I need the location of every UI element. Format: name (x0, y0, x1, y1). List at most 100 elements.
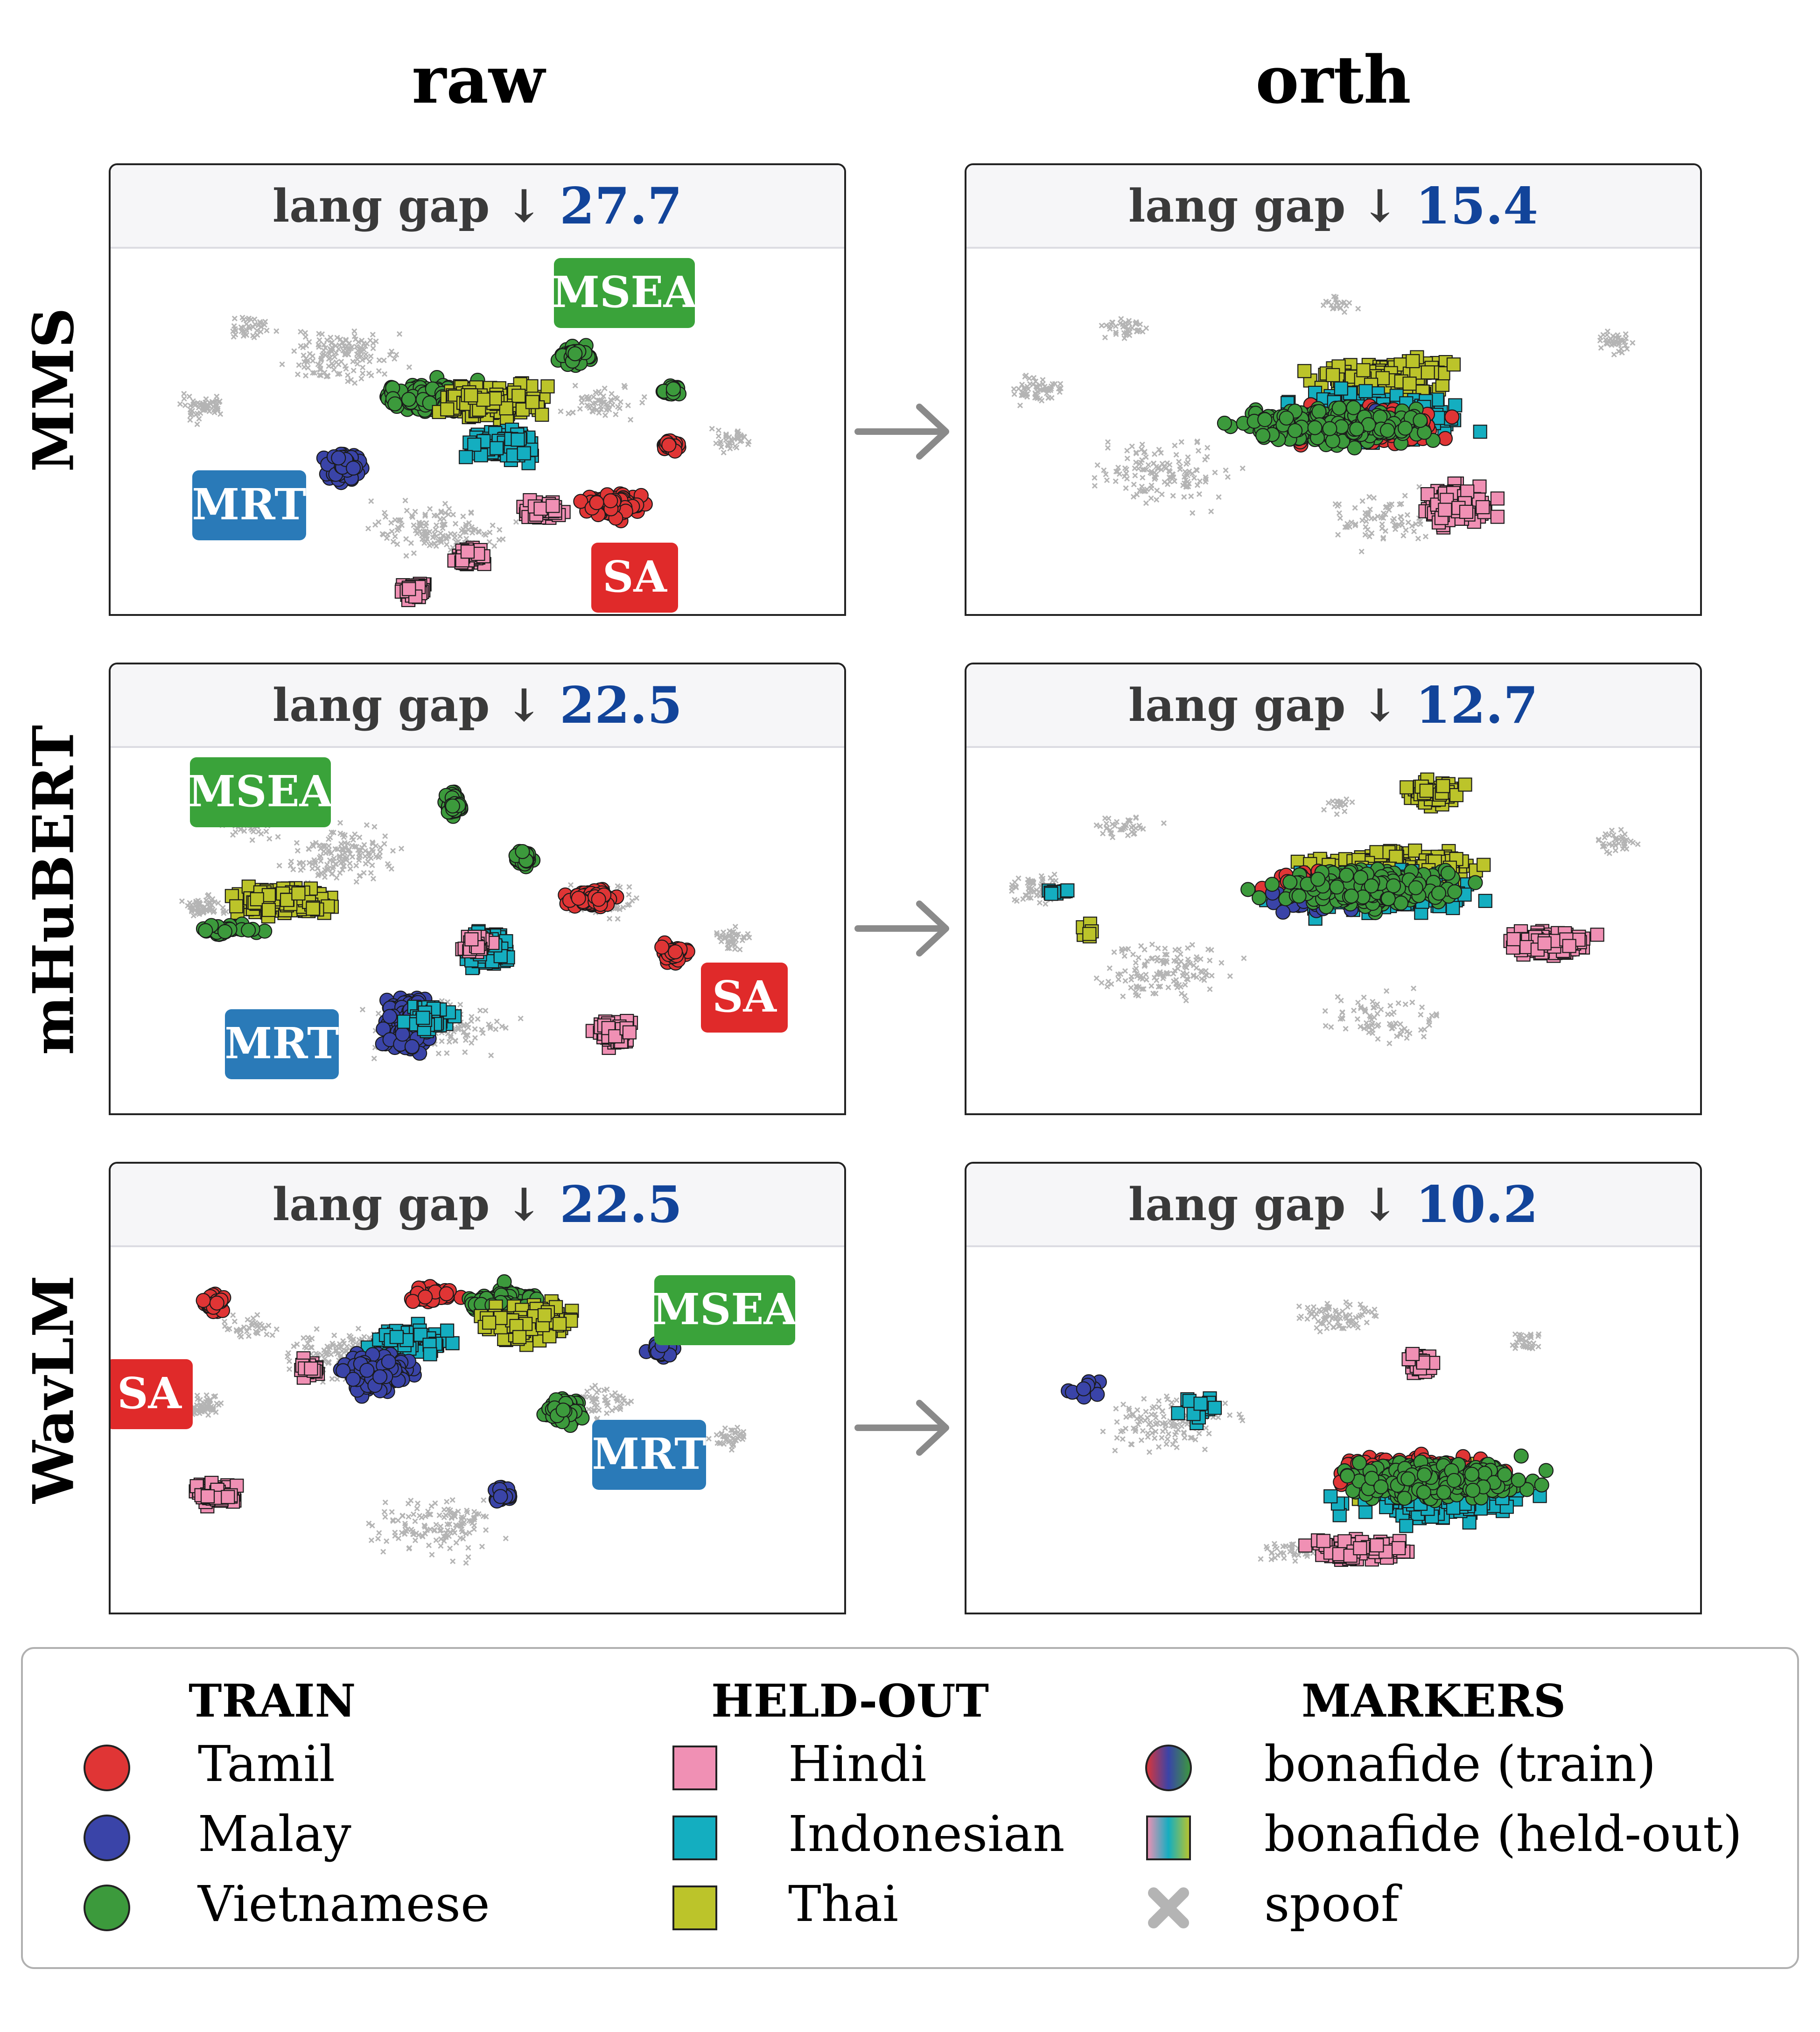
point-thai (291, 886, 306, 901)
spoof-point (1105, 439, 1111, 445)
spoof-point (1152, 476, 1158, 482)
spoof-point (336, 342, 343, 348)
spoof-point (246, 323, 252, 329)
spoof-point (249, 827, 255, 833)
cluster-vietnamese (508, 844, 541, 874)
point-indonesian (459, 450, 473, 464)
spoof-point (197, 402, 203, 408)
spoof-point (1156, 447, 1162, 453)
row-title-mms: MMS (21, 307, 87, 472)
spoof-point (1362, 532, 1368, 538)
point-hindi (1490, 510, 1505, 524)
cluster-vietnamese (655, 378, 687, 402)
spoof-point (1133, 449, 1139, 455)
point-vietnamese (1413, 412, 1428, 428)
point-hindi (1472, 479, 1487, 494)
spoof-point (1022, 374, 1028, 380)
spoof-point (179, 898, 185, 904)
spoof-point (328, 348, 334, 354)
spoof-point (205, 405, 211, 412)
point-vietnamese (198, 923, 213, 938)
point-thai (511, 389, 526, 403)
point-tamil (603, 493, 618, 509)
cluster-vietnamese (196, 916, 273, 942)
cluster-label-text: SA (712, 971, 777, 1022)
spoof-point (276, 863, 282, 869)
spoof-point (735, 431, 742, 437)
spoof-point (368, 353, 374, 359)
spoof-point (483, 1008, 489, 1014)
spoof-point (1154, 488, 1160, 494)
spoof-point (1135, 955, 1141, 961)
spoof-point (1630, 340, 1636, 346)
spoof-point (214, 397, 220, 403)
spoof-point (371, 824, 378, 830)
spoof-point (566, 411, 572, 417)
cluster-label-sa: SA (701, 963, 788, 1033)
spoof-point (487, 529, 493, 536)
cluster-label-text: MRT (224, 1018, 339, 1068)
spoof-point (1136, 461, 1142, 467)
cluster-vietnamese (1217, 399, 1441, 455)
spoof-point (1134, 320, 1140, 327)
point-indonesian (1358, 384, 1373, 398)
spoof-point (1123, 470, 1129, 476)
lang-gap-value: 15.4 (1415, 176, 1539, 236)
spoof-point (1216, 494, 1222, 500)
spoof-point (350, 368, 357, 374)
spoof-point (317, 367, 323, 373)
point-thai (535, 407, 549, 422)
point-thai (525, 395, 540, 409)
spoof-point (589, 408, 595, 414)
spoof-point (1342, 524, 1348, 530)
point-malay (395, 1026, 410, 1042)
spoof-point (602, 385, 608, 391)
spoof-point (372, 522, 378, 528)
spoof-point (1132, 465, 1138, 471)
spoof-point (1043, 901, 1049, 907)
spoof-point (1322, 1008, 1328, 1014)
spoof-point (187, 417, 193, 423)
spoof-point (472, 1026, 478, 1032)
lang-gap-header: lang gap ↓ 12.7 (966, 664, 1700, 748)
spoof-point (1051, 871, 1057, 878)
spoof-point (1370, 999, 1376, 1005)
spoof-point (477, 1007, 483, 1013)
spoof-point (1149, 470, 1155, 476)
spoof-point (1419, 1004, 1425, 1010)
spoof-point (1402, 493, 1408, 499)
spoof-point (1035, 389, 1041, 395)
spoof-point (408, 540, 414, 546)
spoof-point (1162, 945, 1168, 951)
spoof-point (1138, 446, 1144, 453)
point-hindi (622, 1025, 637, 1040)
spoof-points (1009, 796, 1641, 1047)
point-tamil (654, 939, 670, 955)
spoof-point (1421, 1033, 1427, 1040)
spoof-point (1380, 510, 1386, 517)
spoof-point (1176, 459, 1182, 465)
spoof-point (1108, 981, 1114, 987)
spoof-point (263, 828, 269, 834)
spoof-point (613, 412, 619, 418)
spoof-point (389, 349, 395, 355)
spoof-point (359, 357, 365, 363)
spoof-point (1124, 455, 1130, 461)
spoof-point (370, 340, 376, 346)
spoof-point (1011, 391, 1017, 397)
spoof-point (1618, 346, 1624, 352)
cluster-vietnamese (437, 784, 469, 824)
panel-mms-orth: lang gap ↓ 15.4 (965, 163, 1702, 616)
spoof-point (1151, 451, 1158, 457)
spoof-point (420, 536, 426, 542)
spoof-point (1125, 832, 1131, 838)
spoof-point (596, 410, 602, 416)
spoof-point (1143, 977, 1149, 983)
point-thai (476, 392, 490, 407)
spoof-point (354, 343, 360, 349)
spoof-point (1143, 500, 1149, 506)
spoof-point (1120, 321, 1126, 327)
spoof-point (1371, 495, 1377, 501)
spoof-point (1635, 841, 1641, 847)
